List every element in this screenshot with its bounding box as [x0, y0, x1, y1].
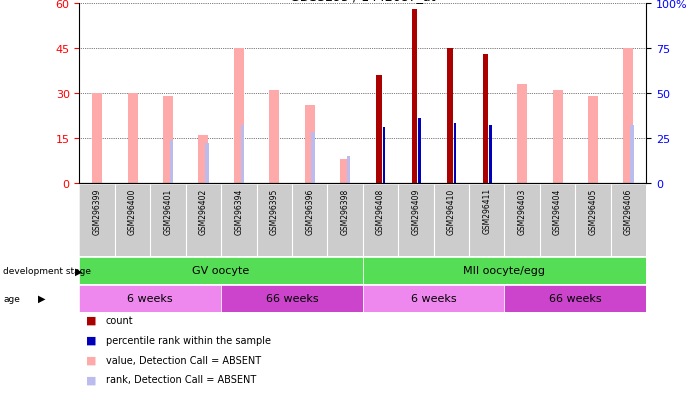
- Text: percentile rank within the sample: percentile rank within the sample: [106, 335, 271, 345]
- Bar: [340, 159, 350, 183]
- Text: ■: ■: [86, 335, 97, 345]
- Bar: [630, 126, 634, 183]
- Text: count: count: [106, 315, 133, 325]
- Text: development stage: development stage: [3, 266, 91, 275]
- Text: GSM296398: GSM296398: [341, 188, 350, 234]
- Text: GSM296396: GSM296396: [305, 188, 314, 234]
- Bar: [383, 128, 386, 183]
- Text: GSM296406: GSM296406: [624, 188, 633, 234]
- Text: GSM296394: GSM296394: [234, 188, 243, 234]
- Bar: [363, 285, 504, 312]
- Text: GSM296403: GSM296403: [518, 188, 527, 234]
- Text: ■: ■: [86, 375, 97, 385]
- Text: GSM296395: GSM296395: [269, 188, 278, 234]
- Text: ▶: ▶: [38, 293, 46, 304]
- Text: 6 weeks: 6 weeks: [127, 293, 173, 304]
- Bar: [504, 285, 646, 312]
- Text: rank, Detection Call = ABSENT: rank, Detection Call = ABSENT: [106, 375, 256, 385]
- Text: ▶: ▶: [75, 266, 82, 276]
- Bar: [198, 135, 209, 183]
- Bar: [588, 97, 598, 183]
- Text: GSM296404: GSM296404: [553, 188, 562, 234]
- Bar: [377, 76, 381, 183]
- Text: GSM296410: GSM296410: [447, 188, 456, 234]
- Text: 66 weeks: 66 weeks: [265, 293, 319, 304]
- Text: MII oocyte/egg: MII oocyte/egg: [464, 266, 545, 276]
- Text: GSM296405: GSM296405: [589, 188, 598, 234]
- Text: GSM296408: GSM296408: [376, 188, 385, 234]
- Text: 66 weeks: 66 weeks: [549, 293, 602, 304]
- Title: GDS3295 / 1442687_at: GDS3295 / 1442687_at: [290, 0, 435, 2]
- Bar: [240, 126, 244, 183]
- Bar: [79, 257, 363, 284]
- Text: ■: ■: [86, 355, 97, 365]
- Text: GSM296402: GSM296402: [199, 188, 208, 234]
- Bar: [412, 9, 417, 183]
- Text: GSM296409: GSM296409: [411, 188, 420, 234]
- Bar: [221, 285, 363, 312]
- Bar: [79, 285, 221, 312]
- Bar: [205, 144, 209, 183]
- Text: GSM296411: GSM296411: [482, 188, 491, 234]
- Bar: [447, 49, 453, 183]
- Bar: [418, 119, 421, 183]
- Text: GSM296400: GSM296400: [128, 188, 137, 234]
- Bar: [269, 90, 279, 183]
- Bar: [347, 157, 350, 183]
- Text: GSM296401: GSM296401: [164, 188, 173, 234]
- Text: 6 weeks: 6 weeks: [410, 293, 457, 304]
- Text: GV oocyte: GV oocyte: [193, 266, 249, 276]
- Bar: [517, 85, 527, 183]
- Bar: [489, 126, 491, 183]
- Text: value, Detection Call = ABSENT: value, Detection Call = ABSENT: [106, 355, 261, 365]
- Bar: [234, 49, 244, 183]
- Bar: [312, 133, 315, 183]
- Bar: [453, 124, 456, 183]
- Bar: [163, 97, 173, 183]
- Text: age: age: [3, 294, 20, 303]
- Bar: [92, 93, 102, 183]
- Text: ■: ■: [86, 315, 97, 325]
- Bar: [170, 140, 173, 183]
- Bar: [553, 90, 562, 183]
- Bar: [363, 257, 646, 284]
- Bar: [482, 55, 488, 183]
- Bar: [623, 49, 634, 183]
- Bar: [128, 93, 138, 183]
- Bar: [305, 105, 314, 183]
- Text: GSM296399: GSM296399: [93, 188, 102, 234]
